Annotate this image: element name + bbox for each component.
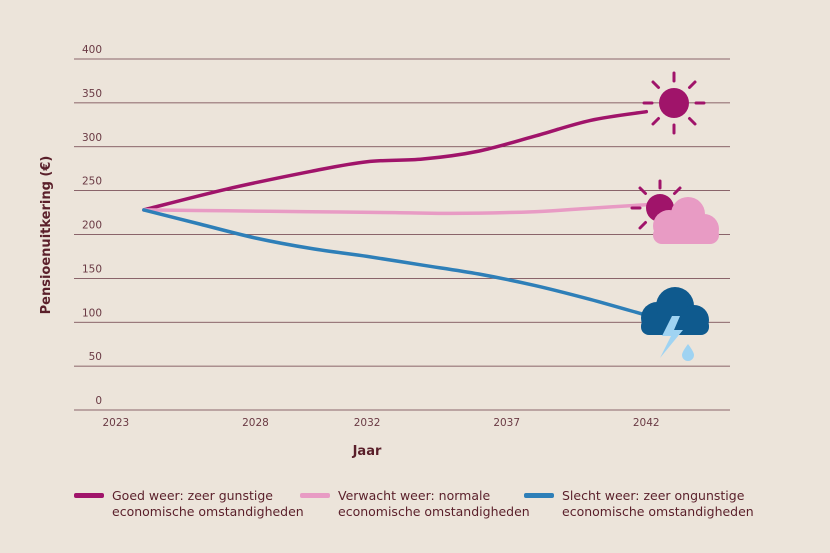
legend-swatch-good-weather — [74, 493, 104, 498]
y-tick-label-50: 50 — [89, 351, 102, 363]
y-tick-label-0: 0 — [95, 395, 102, 407]
sun-icon — [642, 71, 706, 135]
sun-cloud-icon — [630, 179, 719, 244]
y-tick-label-100: 100 — [82, 307, 102, 319]
x-tick-label-2028: 2028 — [242, 417, 269, 429]
y-tick-label-250: 250 — [82, 176, 102, 188]
x-tick-label-2023: 2023 — [103, 417, 130, 429]
legend-item-good-weather: Goed weer: zeer gunstige economische oms… — [74, 488, 304, 520]
x-tick-labels: 2023 2028 2032 2037 2042 — [103, 417, 660, 429]
legend-item-expected-weather: Verwacht weer: normale economische omsta… — [300, 488, 530, 520]
x-tick-label-2042: 2042 — [633, 417, 660, 429]
x-tick-label-2032: 2032 — [354, 417, 381, 429]
series-lines — [142, 109, 649, 317]
grid-lines — [74, 58, 730, 411]
y-axis-title: Pensioenuitkering (€) — [39, 156, 54, 315]
y-tick-labels: 0 50 100 150 200 250 300 350 400 — [82, 44, 102, 407]
series-line-expected-weather — [142, 202, 649, 216]
y-tick-label-200: 200 — [82, 220, 102, 232]
y-tick-label-400: 400 — [82, 44, 102, 56]
y-tick-label-150: 150 — [82, 263, 102, 275]
legend-label-expected-weather: Verwacht weer: normale economische omsta… — [338, 488, 530, 519]
legend-label-good-weather: Goed weer: zeer gunstige economische oms… — [112, 488, 304, 519]
x-tick-label-2037: 2037 — [493, 417, 520, 429]
x-axis-title: Jaar — [352, 444, 382, 459]
y-tick-label-300: 300 — [82, 132, 102, 144]
storm-cloud-icon — [641, 287, 709, 361]
series-line-good-weather — [142, 109, 649, 212]
legend: Goed weer: zeer gunstige economische oms… — [0, 488, 830, 528]
series-line-bad-weather — [142, 208, 649, 317]
legend-swatch-expected-weather — [300, 493, 330, 498]
legend-label-bad-weather: Slecht weer: zeer ongunstige economische… — [562, 488, 754, 519]
y-tick-label-350: 350 — [82, 88, 102, 100]
legend-swatch-bad-weather — [524, 493, 554, 498]
legend-item-bad-weather: Slecht weer: zeer ongunstige economische… — [524, 488, 754, 520]
